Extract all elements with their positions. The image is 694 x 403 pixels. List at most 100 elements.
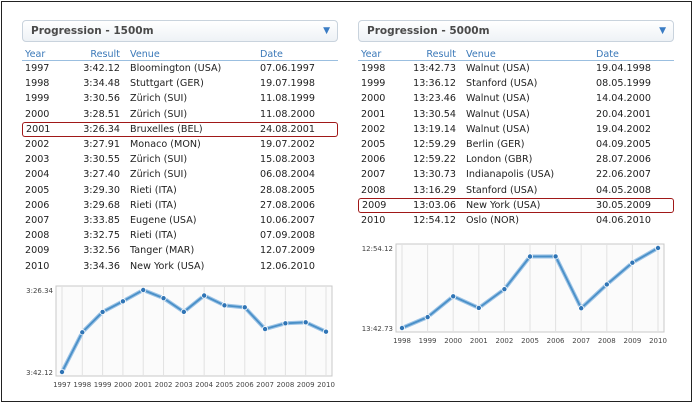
cell-result: 13:30.54: [413, 108, 456, 120]
table-row: 2005 3:29.30 Rieti (ITA) 28.08.2005: [22, 183, 338, 198]
header-date: Date: [260, 48, 338, 61]
x-tick-label: 2000: [444, 337, 462, 345]
table-row: 2006 12:59.22 London (GBR) 28.07.2006: [358, 152, 674, 167]
y-tick-label: 12:54.12: [362, 245, 393, 253]
table-row-highlighted: 2001 3:26.34 Bruxelles (BEL) 24.08.2001: [22, 121, 338, 137]
progression-chart-1500m: 3:26.34 3:42.12 1997 1998 1999 2000 2001 2002 20…: [22, 282, 340, 394]
cell-year: 1999: [25, 93, 50, 105]
cell-year: 2008: [25, 230, 50, 242]
event-select-1500m[interactable]: Progression - 1500m ▼: [22, 20, 338, 42]
cell-year: 2001: [361, 108, 386, 120]
cell-venue: Walnut (USA): [466, 93, 530, 105]
cell-year: 1998: [361, 63, 386, 75]
x-tick-label: 2006: [236, 381, 254, 389]
cell-year: 2002: [25, 139, 50, 151]
data-point: [59, 369, 66, 376]
cell-date: 04.09.2005: [596, 139, 651, 151]
x-tick-label: 2000: [114, 381, 132, 389]
data-point: [603, 281, 610, 288]
data-point: [501, 286, 508, 293]
cell-result: 3:34.36: [83, 260, 120, 272]
cell-date: 11.08.2000: [260, 108, 315, 120]
table-row: 2007 13:30.73 Indianapolis (USA) 22.06.2007: [358, 167, 674, 182]
cell-date: 14.04.2000: [596, 93, 651, 105]
cell-venue: Zürich (SUI): [130, 154, 188, 166]
cell-result: 3:27.40: [83, 169, 120, 181]
cell-venue: Rieti (ITA): [130, 230, 177, 242]
data-point: [629, 259, 636, 266]
cell-venue: Walnut (USA): [466, 63, 530, 75]
data-point: [424, 314, 431, 321]
x-tick-label: 2010: [317, 381, 335, 389]
data-point: [180, 308, 187, 315]
data-point: [241, 304, 248, 311]
table-row: 2008 3:32.75 Rieti (ITA) 07.09.2008: [22, 228, 338, 243]
cell-result: 3:29.30: [83, 184, 120, 196]
cell-result: 3:29.68: [83, 199, 120, 211]
cell-venue: Oslo (NOR): [466, 214, 520, 226]
data-point: [450, 293, 457, 300]
cell-year: 1999: [361, 78, 386, 90]
x-tick-label: 2008: [598, 337, 616, 345]
table-row: 2010 3:34.36 New York (USA) 12.06.2010: [22, 258, 338, 273]
cell-date: 19.07.1998: [260, 78, 315, 90]
cell-date: 10.06.2007: [260, 214, 315, 226]
data-point: [282, 320, 289, 327]
cell-date: 24.08.2001: [260, 121, 338, 137]
cell-result: 13:03.06: [396, 197, 466, 213]
cell-result: 3:30.55: [83, 154, 120, 166]
table-row: 2007 3:33.85 Eugene (USA) 10.06.2007: [22, 213, 338, 228]
series-line: [61, 289, 327, 373]
cell-date: 19.07.2002: [260, 139, 315, 151]
cell-result: 12:54.12: [413, 214, 456, 226]
data-point: [99, 308, 106, 315]
cell-year: 1997: [25, 63, 50, 75]
cell-date: 11.08.1999: [260, 93, 315, 105]
cell-year: 2008: [361, 184, 386, 196]
cell-date: 27.08.2006: [260, 199, 315, 211]
cell-venue: Stuttgart (GER): [130, 78, 204, 90]
cell-venue: Rieti (ITA): [130, 199, 177, 211]
x-tick-label: 2002: [495, 337, 513, 345]
cell-venue: London (GBR): [466, 154, 533, 166]
cell-result: 3:32.75: [83, 230, 120, 242]
data-point: [201, 292, 208, 299]
cell-year: 2001: [22, 121, 60, 137]
table-row: 2005 12:59.29 Berlin (GER) 04.09.2005: [358, 137, 674, 152]
cell-venue: Zürich (SUI): [130, 169, 188, 181]
y-tick-label: 3:42.12: [26, 369, 53, 377]
header-result: Result: [396, 48, 466, 61]
cell-venue: Indianapolis (USA): [466, 169, 555, 181]
cell-result: 13:30.73: [413, 169, 456, 181]
chevron-down-icon[interactable]: ▼: [659, 26, 666, 36]
table-row: 1997 3:42.12 Bloomington (USA) 07.06.1997: [22, 61, 338, 76]
event-select-5000m[interactable]: Progression - 5000m ▼: [358, 20, 674, 42]
cell-date: 20.04.2001: [596, 108, 651, 120]
table-row: 2001 13:30.54 Walnut (USA) 20.04.2001: [358, 107, 674, 122]
cell-result: 13:19.14: [413, 123, 456, 135]
cell-date: 30.05.2009: [596, 197, 674, 213]
cell-year: 2007: [25, 214, 50, 226]
cell-venue: Rieti (ITA): [130, 184, 177, 196]
cell-year: 2006: [25, 199, 50, 211]
cell-year: 2000: [361, 93, 386, 105]
cell-year: 2009: [25, 245, 50, 257]
cell-venue: Tanger (MAR): [130, 245, 195, 257]
table-row: 2003 3:30.55 Zürich (SUI) 15.08.2003: [22, 152, 338, 167]
cell-date: 08.05.1999: [596, 78, 651, 90]
plot-area: [55, 285, 333, 377]
x-tick-label: 2005: [521, 337, 539, 345]
event-select-label: Progression - 1500m: [31, 25, 154, 37]
header-venue: Venue: [130, 48, 260, 61]
cell-date: 28.07.2006: [596, 154, 651, 166]
progression-1500m-panel: Progression - 1500m ▼ Year Result Venue …: [22, 20, 338, 274]
cell-year: 2006: [361, 154, 386, 166]
header-date: Date: [596, 48, 674, 61]
chevron-down-icon[interactable]: ▼: [323, 26, 330, 36]
cell-result: 3:28.51: [83, 108, 120, 120]
progression-table-5000m: Year Result Venue Date 1998 13:42.73 Walnu…: [358, 48, 674, 228]
x-tick-label: 1998: [73, 381, 91, 389]
table-row: 2009 3:32.56 Tanger (MAR) 12.07.2009: [22, 243, 338, 258]
x-tick-label: 2005: [216, 381, 234, 389]
cell-date: 06.08.2004: [260, 169, 315, 181]
